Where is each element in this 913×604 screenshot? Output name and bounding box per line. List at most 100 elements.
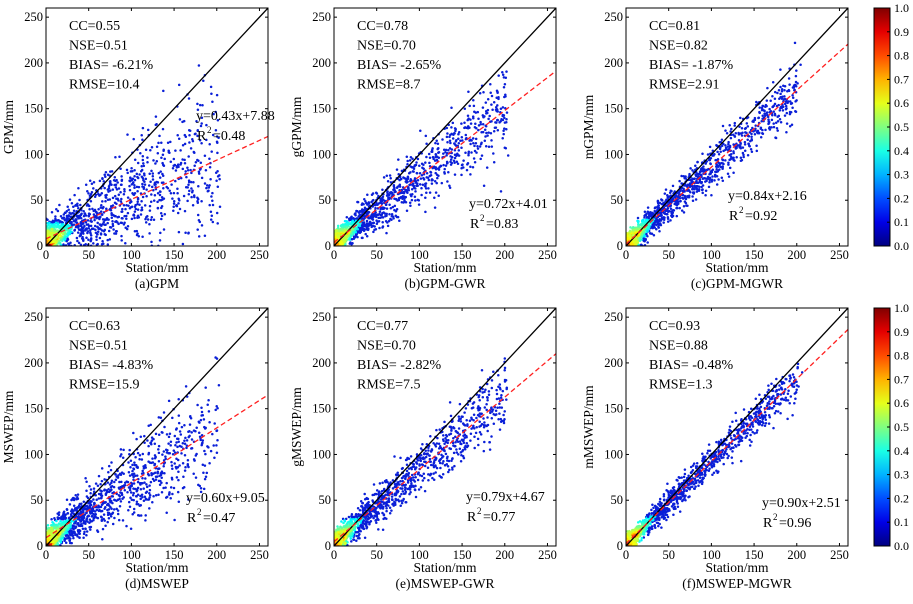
data-point	[73, 228, 77, 232]
data-point	[386, 191, 389, 194]
data-point	[92, 227, 95, 231]
data-point	[471, 137, 475, 140]
data-point	[135, 229, 139, 233]
data-point	[408, 159, 412, 162]
data-point	[393, 197, 396, 200]
data-point	[159, 190, 162, 193]
data-point	[116, 181, 119, 184]
data-point	[171, 416, 174, 420]
data-point	[779, 96, 782, 99]
data-point	[506, 154, 510, 157]
data-point	[724, 129, 727, 132]
data-point	[417, 203, 421, 206]
x-tick-label: 50	[662, 248, 675, 262]
data-point	[49, 225, 52, 228]
data-point	[436, 176, 439, 180]
data-point	[469, 118, 472, 121]
data-point	[445, 135, 449, 139]
data-point	[392, 185, 396, 188]
data-point	[59, 220, 62, 223]
data-point	[141, 158, 145, 162]
data-point	[102, 180, 106, 183]
data-point	[473, 161, 477, 164]
data-point	[726, 145, 730, 148]
data-point	[177, 397, 180, 401]
data-point	[169, 160, 173, 163]
data-point	[732, 151, 735, 155]
data-point	[106, 238, 109, 242]
data-point	[777, 103, 780, 107]
data-point	[389, 176, 392, 180]
data-point	[435, 173, 439, 177]
data-point	[780, 89, 784, 93]
panel-caption: (b)GPM-GWR	[405, 276, 486, 291]
data-point	[181, 144, 185, 147]
data-point	[468, 104, 471, 108]
data-point	[190, 195, 193, 199]
data-point	[200, 122, 203, 125]
data-point	[205, 184, 209, 187]
data-point	[149, 423, 152, 427]
data-point	[644, 238, 647, 242]
data-point	[636, 216, 640, 220]
data-point	[709, 172, 712, 176]
panel-caption: (a)GPM	[135, 276, 179, 291]
data-point	[756, 131, 760, 135]
x-axis-label: Station/mm	[705, 260, 769, 275]
data-point	[795, 69, 798, 72]
data-point	[162, 228, 166, 231]
data-point	[88, 194, 92, 198]
data-point	[57, 239, 61, 243]
data-point	[122, 193, 126, 196]
data-point	[156, 152, 160, 155]
data-point	[381, 225, 385, 228]
data-point	[138, 173, 141, 176]
x-tick-label: 150	[745, 248, 764, 262]
data-point	[636, 234, 640, 237]
data-point	[160, 156, 163, 160]
data-point	[658, 201, 662, 205]
data-point	[108, 189, 112, 192]
data-point	[136, 196, 140, 200]
data-point	[783, 95, 786, 98]
data-point	[454, 153, 457, 157]
data-point	[114, 179, 117, 183]
data-point	[150, 146, 154, 149]
data-point	[202, 79, 205, 82]
data-point	[351, 227, 355, 231]
data-point	[67, 232, 70, 236]
data-point	[489, 132, 493, 135]
data-point	[494, 105, 498, 109]
data-point	[137, 235, 141, 238]
data-point	[758, 110, 761, 114]
data-point	[418, 183, 422, 186]
stat-line: CC=0.78	[357, 19, 408, 34]
data-point	[381, 220, 384, 224]
fit-equation: y=0.72x+4.01	[469, 197, 548, 212]
data-point	[175, 441, 178, 444]
data-point	[215, 211, 219, 215]
data-point	[69, 215, 72, 218]
data-point	[459, 139, 462, 143]
data-point	[449, 141, 452, 145]
data-point	[765, 99, 769, 102]
data-point	[385, 207, 389, 210]
data-point	[208, 166, 212, 169]
data-point	[379, 197, 383, 201]
data-point	[152, 188, 155, 192]
data-point	[388, 174, 392, 177]
data-point	[666, 209, 669, 212]
data-point	[787, 88, 791, 92]
data-point	[663, 192, 667, 195]
data-point	[152, 199, 156, 202]
data-point	[467, 152, 470, 155]
data-point	[720, 176, 724, 179]
data-point	[482, 184, 486, 187]
data-point	[750, 135, 753, 139]
data-point	[428, 156, 432, 159]
data-point	[376, 213, 380, 216]
data-point	[646, 241, 649, 244]
data-point	[414, 177, 417, 180]
data-point	[682, 175, 685, 178]
data-point	[104, 171, 108, 174]
